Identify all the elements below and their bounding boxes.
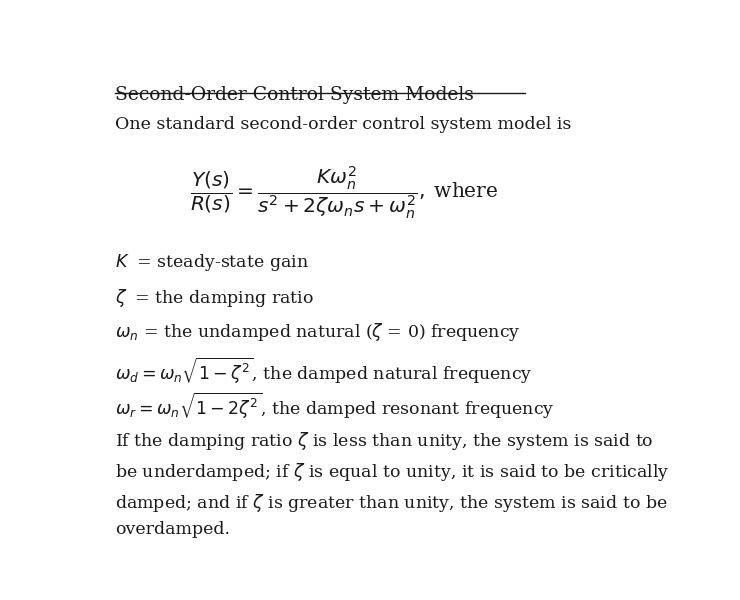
Text: $K\;$ = steady-state gain: $K\;$ = steady-state gain (115, 252, 309, 273)
Text: $\omega_r = \omega_n\sqrt{1 - 2\zeta^2}$, the damped resonant frequency: $\omega_r = \omega_n\sqrt{1 - 2\zeta^2}$… (115, 391, 555, 421)
Text: If the damping ratio $\zeta$ is less than unity, the system is said to
be underd: If the damping ratio $\zeta$ is less tha… (115, 430, 670, 538)
Text: One standard second-order control system model is: One standard second-order control system… (115, 116, 572, 133)
Text: $\omega_d = \omega_n\sqrt{1 - \zeta^2}$, the damped natural frequency: $\omega_d = \omega_n\sqrt{1 - \zeta^2}$,… (115, 356, 533, 386)
Text: Second-Order Control System Models: Second-Order Control System Models (115, 86, 474, 104)
Text: $\omega_n$ = the undamped natural ($\zeta$ = 0) frequency: $\omega_n$ = the undamped natural ($\zet… (115, 322, 521, 343)
Text: $\zeta\;$ = the damping ratio: $\zeta\;$ = the damping ratio (115, 287, 314, 309)
Text: $\dfrac{Y(s)}{R(s)} = \dfrac{K\omega_n^2}{s^2 + 2\zeta\omega_n s + \omega_n^2},\: $\dfrac{Y(s)}{R(s)} = \dfrac{K\omega_n^2… (190, 164, 498, 221)
